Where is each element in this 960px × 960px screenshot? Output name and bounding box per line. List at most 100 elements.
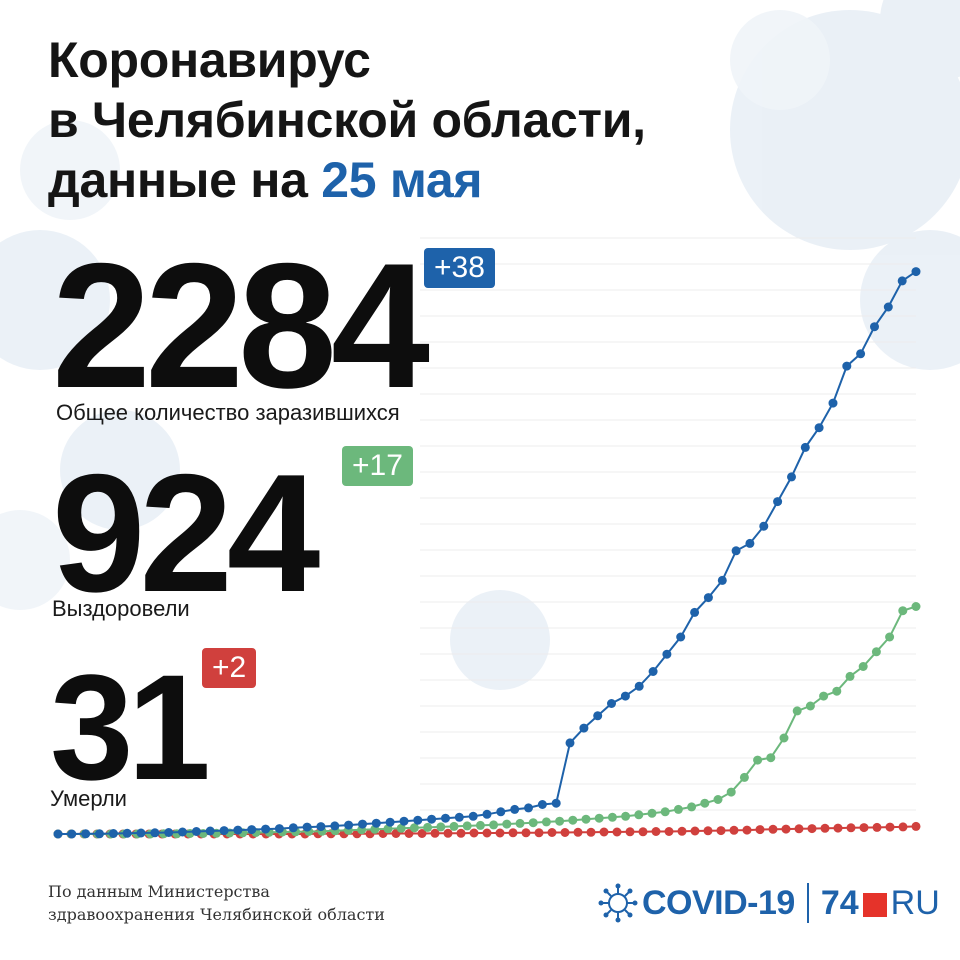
- series-0-point: [399, 816, 409, 826]
- series-2-point: [833, 823, 843, 833]
- series-2-point: [560, 828, 570, 837]
- total-cases-label: Общее количество заразившихся: [56, 400, 400, 425]
- logo-site-ru: RU: [890, 883, 940, 922]
- total-cases-value: 2284: [52, 226, 430, 425]
- series-0-point: [191, 827, 201, 836]
- series-2-point: [664, 827, 674, 836]
- series-0-point: [247, 825, 257, 835]
- series-0-point: [454, 812, 464, 822]
- series-1-point: [713, 795, 723, 804]
- series-0-point: [164, 828, 174, 837]
- series-2-point: [521, 828, 531, 838]
- series-1-point: [607, 812, 617, 822]
- series-0-point: [510, 804, 520, 814]
- series-0-point: [122, 828, 132, 838]
- deaths-label: Умерли: [50, 786, 127, 811]
- series-1-point: [423, 822, 433, 832]
- logo-site-number: 74: [820, 883, 859, 922]
- series-0-point: [178, 827, 187, 837]
- series-2-point: [638, 827, 648, 837]
- series-0-point: [717, 575, 727, 585]
- series-0-point: [828, 398, 838, 408]
- series-2-point: [859, 823, 869, 833]
- source-line-1: По данным Министерства: [48, 882, 270, 901]
- series-2-point: [599, 827, 609, 837]
- series-0-point: [67, 829, 77, 839]
- data-source-note: По данным Министерства здравоохранения Ч…: [48, 880, 385, 926]
- series-0-point: [150, 828, 160, 838]
- series-1-point: [436, 822, 446, 832]
- title-line-2: в Челябинской области,: [48, 92, 646, 148]
- series-2-point: [547, 828, 557, 837]
- series-1-point: [396, 823, 406, 833]
- series-2-point: [898, 822, 908, 832]
- series-1-point: [766, 753, 776, 763]
- total-cases-delta-badge: +38: [424, 248, 495, 288]
- series-2-point: [482, 828, 492, 838]
- deaths-delta-badge: +2: [202, 648, 257, 688]
- series-2-point: [703, 826, 713, 836]
- series-0-point: [53, 829, 63, 839]
- series-0-point: [496, 807, 506, 817]
- series-2-point: [794, 824, 804, 834]
- title-line-1: Коронавирус: [48, 32, 371, 88]
- series-1-point: [832, 686, 842, 696]
- series-1-point: [515, 818, 525, 828]
- series-0-point: [634, 681, 644, 691]
- series-1-point: [660, 807, 670, 817]
- series-1-point: [502, 819, 512, 829]
- series-2-point: [781, 824, 791, 834]
- series-0-point: [842, 361, 852, 371]
- series-2-point: [820, 823, 830, 833]
- series-1-point: [541, 817, 551, 827]
- series-0-point: [316, 822, 326, 832]
- series-2-point: [729, 825, 739, 835]
- series-1-point: [621, 811, 631, 821]
- recovered-value: 924: [52, 439, 320, 627]
- series-1-point: [911, 602, 921, 611]
- series-0-point: [759, 521, 769, 531]
- source-line-2: здравоохранения Челябинской области: [48, 905, 385, 924]
- series-0-point: [870, 322, 879, 332]
- series-0-point: [261, 824, 271, 834]
- recovered-label: Выздоровели: [52, 596, 190, 621]
- series-1-point: [845, 671, 855, 681]
- series-0-point: [413, 815, 423, 825]
- series-0-point: [856, 349, 866, 359]
- series-2-point: [469, 828, 479, 838]
- series-0-point: [330, 821, 340, 831]
- series-0-point: [662, 649, 672, 659]
- series-2-point: [586, 827, 596, 837]
- series-0-point: [703, 593, 713, 603]
- chart-grid: [420, 237, 916, 811]
- series-0-point: [524, 803, 533, 813]
- series-2-point: [716, 826, 726, 836]
- series-0-point: [731, 546, 741, 556]
- series-0-point: [565, 738, 575, 748]
- series-1-point: [555, 816, 565, 826]
- title-line-3: данные на 25 мая: [48, 150, 646, 210]
- series-1-point: [673, 804, 683, 814]
- series-1-point: [409, 823, 419, 833]
- brand-logo[interactable]: COVID-19 74 RU: [598, 878, 940, 928]
- page-title: Коронавирус в Челябинской области, данны…: [48, 30, 646, 210]
- series-2-point: [430, 828, 440, 838]
- series-1-point: [885, 632, 895, 642]
- series-2-point: [625, 827, 635, 837]
- series-0-point: [800, 442, 810, 452]
- series-0-point: [136, 828, 146, 838]
- series-1-point: [805, 701, 815, 711]
- series-0-point: [427, 814, 437, 824]
- series-1-point: [449, 821, 459, 831]
- series-1-point: [726, 787, 736, 797]
- series-2-point: [911, 821, 921, 831]
- series-0-point: [358, 819, 367, 829]
- series-0-point: [441, 813, 450, 823]
- series-0-point: [883, 302, 893, 312]
- recovered-delta-badge: +17: [342, 446, 413, 486]
- series-2-point: [690, 826, 700, 836]
- series-1-point: [753, 755, 763, 765]
- series-0-point: [620, 691, 630, 701]
